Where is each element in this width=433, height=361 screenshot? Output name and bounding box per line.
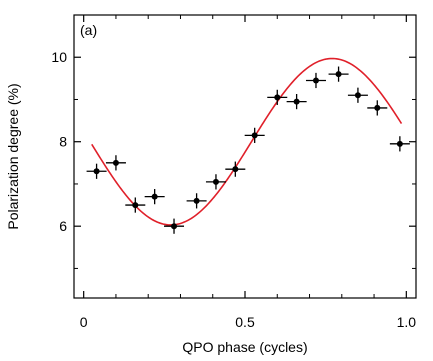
x-tick-label: 0: [80, 314, 88, 330]
point-marker: [171, 223, 178, 230]
data-point: [389, 136, 410, 152]
x-tick-label: 1.0: [397, 314, 417, 330]
point-marker: [151, 193, 158, 200]
data-point: [105, 155, 126, 171]
y-axis-label: Polarization degree (%): [5, 83, 21, 229]
point-marker: [112, 159, 119, 166]
point-marker: [374, 104, 381, 111]
data-point: [267, 89, 288, 105]
point-marker: [132, 202, 139, 209]
point-marker: [396, 140, 403, 147]
point-marker: [212, 178, 219, 185]
data-point: [144, 189, 165, 205]
model-curve: [91, 57, 403, 226]
point-marker: [232, 166, 239, 173]
point-marker: [312, 77, 319, 84]
x-tick-label: 0.5: [235, 314, 255, 330]
point-marker: [93, 168, 100, 175]
data-point: [186, 193, 207, 209]
point-marker: [193, 197, 200, 204]
panel-label: (a): [80, 22, 97, 38]
data-point: [86, 163, 107, 179]
plot-frame: [73, 14, 417, 299]
data-point: [328, 66, 349, 82]
data-point: [225, 161, 246, 177]
y-tick-label: 6: [59, 218, 67, 234]
data-point: [125, 197, 146, 213]
point-marker: [354, 92, 361, 99]
point-marker: [274, 94, 281, 101]
tick-labels: 0 0.5 1.0 6 8 10: [51, 49, 416, 330]
y-tick-label: 10: [51, 49, 67, 65]
data-point: [347, 87, 368, 103]
minor-ticks: [74, 15, 416, 298]
data-point: [305, 72, 326, 89]
data-points-group: [86, 66, 410, 234]
x-axis-label: QPO phase (cycles): [182, 339, 307, 355]
model-curve-group: [91, 57, 403, 226]
data-point: [244, 127, 265, 143]
major-ticks: [74, 15, 416, 298]
point-marker: [335, 71, 342, 78]
data-point: [164, 218, 185, 234]
data-point: [367, 100, 388, 116]
data-point: [205, 174, 226, 190]
y-tick-label: 8: [59, 134, 67, 150]
data-point: [286, 93, 307, 110]
point-marker: [293, 98, 300, 105]
point-marker: [251, 132, 258, 139]
